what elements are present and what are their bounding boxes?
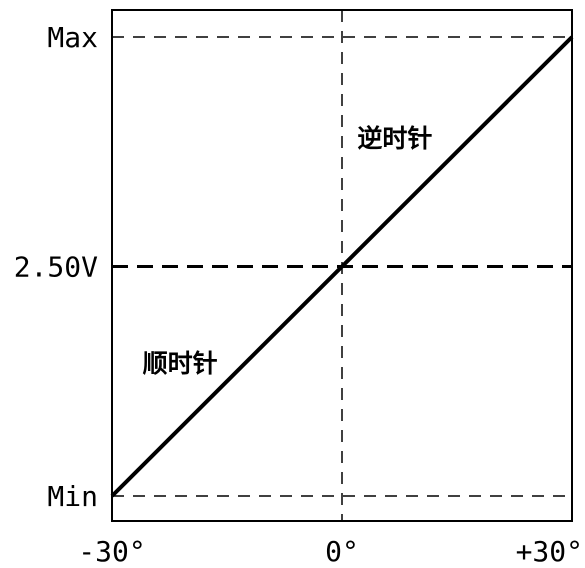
x-tick-label-0: -30°	[78, 535, 145, 568]
y-tick-labels: Min 2.50V Max	[14, 21, 98, 513]
y-tick-label-1: 2.50V	[14, 251, 98, 284]
series-group	[110, 35, 574, 498]
x-tick-labels: -30° 0° +30°	[78, 535, 583, 568]
plot-frame	[111, 9, 573, 522]
y-tick-label-2: Max	[47, 21, 98, 54]
series-line-0	[110, 35, 574, 498]
x-tick-label-2: +30°	[516, 535, 583, 568]
x-tick-label-1: 0°	[325, 535, 359, 568]
annotation-label-0: 逆时针	[357, 124, 432, 153]
annotation-label-1: 顺时针	[143, 349, 218, 378]
y-tick-label-0: Min	[47, 480, 98, 513]
